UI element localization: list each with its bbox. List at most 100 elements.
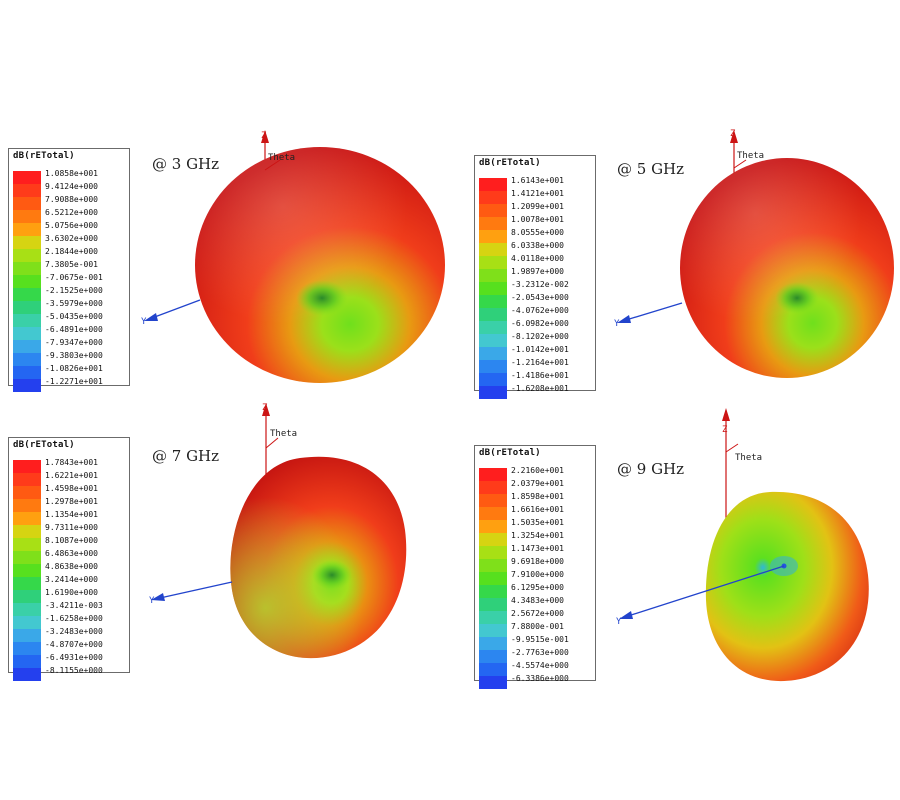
- y-axis: [159, 581, 233, 599]
- theta-indicator: [725, 443, 739, 453]
- color-swatch: [13, 460, 41, 473]
- color-swatch: [479, 507, 507, 520]
- panel-3ghz: dB(rETotal) 1.0858e+001 9.4124e+000 7.9088…: [0, 0, 450, 400]
- color-swatch: [479, 243, 507, 256]
- legend-value: -8.1155e+000: [45, 666, 103, 675]
- pattern-surface: [705, 491, 869, 682]
- color-swatch: [479, 295, 507, 308]
- legend-value: -6.3386e+000: [511, 674, 569, 683]
- legend-5ghz: dB(rETotal) 1.6143e+001 1.4121e+001 1.2099…: [474, 155, 596, 399]
- color-swatch: [13, 486, 41, 499]
- color-swatch: [13, 262, 41, 275]
- color-swatch: [13, 642, 41, 655]
- color-swatch: [13, 512, 41, 525]
- color-swatch: [479, 611, 507, 624]
- color-swatch: [13, 171, 41, 184]
- y-arrow-icon: [151, 593, 165, 601]
- legend-value: 9.7311e+000: [45, 523, 98, 532]
- color-swatch: [479, 533, 507, 546]
- color-swatch: [479, 386, 507, 399]
- color-swatch: [13, 629, 41, 642]
- legend-values: 1.0858e+001 9.4124e+000 7.9088e+000 6.5212e…: [45, 167, 103, 388]
- legend-values: 1.6143e+001 1.4121e+001 1.2099e+001 1.0078e…: [511, 174, 569, 395]
- legend-value: 5.0756e+000: [45, 221, 98, 230]
- z-arrow-icon: [722, 408, 730, 421]
- color-swatch: [13, 564, 41, 577]
- pattern-5ghz: [617, 130, 894, 378]
- color-swatch: [13, 314, 41, 327]
- legend-value: 1.5035e+001: [511, 518, 564, 527]
- color-scale: [13, 171, 41, 392]
- frequency-label: @ 5 GHz: [617, 160, 685, 178]
- legend-value: 4.3483e+000: [511, 596, 564, 605]
- color-swatch: [13, 655, 41, 668]
- pattern-9ghz: [619, 408, 869, 682]
- legend-value: 6.4863e+000: [45, 549, 98, 558]
- legend-value: -4.8707e+000: [45, 640, 103, 649]
- legend-value: 9.4124e+000: [45, 182, 98, 191]
- legend-7ghz: dB(rETotal) 1.7843e+001 1.6221e+001 1.4598…: [8, 437, 130, 681]
- color-swatch: [479, 676, 507, 689]
- legend-value: -9.9515e-001: [511, 635, 569, 644]
- y-arrow-icon: [619, 611, 633, 619]
- color-scale: [479, 178, 507, 399]
- legend-values: 2.2160e+001 2.0379e+001 1.8598e+001 1.6616e…: [511, 464, 569, 685]
- legend-value: 7.9100e+000: [511, 570, 564, 579]
- legend-value: -1.2271e+001: [45, 377, 103, 386]
- color-swatch: [13, 327, 41, 340]
- z-axis-label: Z: [722, 425, 728, 435]
- color-swatch: [479, 520, 507, 533]
- color-swatch: [479, 204, 507, 217]
- z-arrow-icon: [730, 130, 738, 143]
- legend-value: -8.1202e+000: [511, 332, 569, 341]
- color-swatch: [479, 481, 507, 494]
- legend-value: 2.2160e+001: [511, 466, 564, 475]
- legend-value: -7.9347e+000: [45, 338, 103, 347]
- color-swatch: [479, 559, 507, 572]
- legend-value: 1.4121e+001: [511, 189, 564, 198]
- z-arrow-icon: [261, 130, 269, 143]
- color-swatch: [479, 546, 507, 559]
- legend-value: 8.1087e+000: [45, 536, 98, 545]
- legend-value: 6.0338e+000: [511, 241, 564, 250]
- y-axis-label: Y: [149, 596, 155, 606]
- legend-value: 1.2099e+001: [511, 202, 564, 211]
- color-swatch: [479, 650, 507, 663]
- color-swatch: [479, 663, 507, 676]
- color-swatch: [479, 321, 507, 334]
- legend-value: -4.5574e+000: [511, 661, 569, 670]
- axis-labels: Z Theta Y Z Theta Y Z Theta Y Z Theta Y: [141, 129, 764, 627]
- z-arrow-icon: [262, 403, 270, 416]
- legend-value: 6.1295e+000: [511, 583, 564, 592]
- legend-title: dB(rETotal): [479, 448, 541, 458]
- color-swatch: [13, 197, 41, 210]
- legend-value: 1.0858e+001: [45, 169, 98, 178]
- y-arrow-icon: [144, 313, 158, 321]
- theta-indicator: [264, 159, 281, 171]
- color-swatch: [479, 256, 507, 269]
- theta-label: Theta: [737, 151, 764, 161]
- legend-value: 1.6221e+001: [45, 471, 98, 480]
- frequency-label: @ 3 GHz: [152, 155, 220, 173]
- color-swatch: [479, 217, 507, 230]
- null-dimple: [775, 282, 819, 314]
- z-axis-label: Z: [261, 131, 267, 141]
- color-swatch: [479, 230, 507, 243]
- panel-5ghz: dB(rETotal) 1.6143e+001 1.4121e+001 1.2099…: [474, 155, 685, 399]
- color-swatch: [13, 210, 41, 223]
- color-swatch: [13, 473, 41, 486]
- legend-value: 3.2414e+000: [45, 575, 98, 584]
- color-swatch: [13, 184, 41, 197]
- color-swatch: [13, 366, 41, 379]
- pattern-7ghz: [151, 403, 407, 659]
- color-swatch: [479, 308, 507, 321]
- legend-value: 1.0078e+001: [511, 215, 564, 224]
- color-swatch: [479, 360, 507, 373]
- legend-value: -6.4931e+000: [45, 653, 103, 662]
- legend-value: 1.9897e+000: [511, 267, 564, 276]
- legend-value: 7.8800e-001: [511, 622, 564, 631]
- color-swatch: [479, 637, 507, 650]
- z-axis-label: Z: [730, 129, 736, 139]
- theta-indicator: [733, 159, 747, 169]
